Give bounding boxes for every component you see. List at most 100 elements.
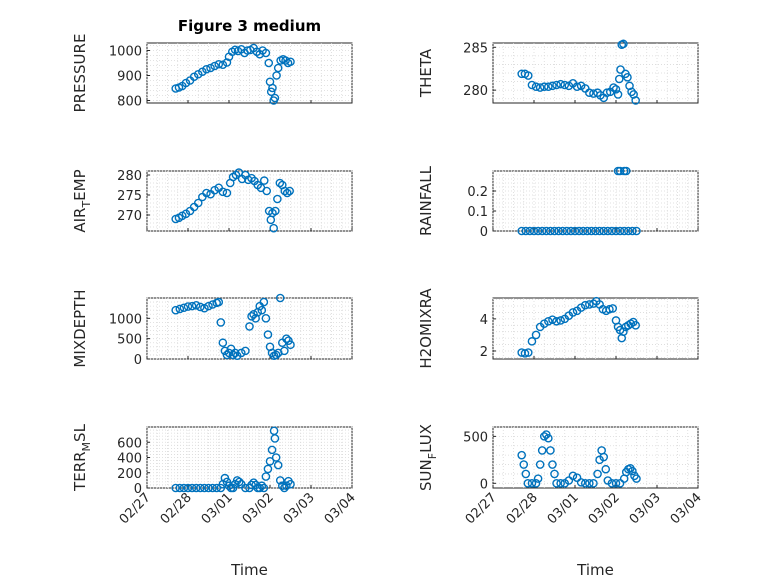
data-point: [591, 226, 600, 236]
data-point: [191, 483, 201, 493]
data-point: [587, 226, 596, 236]
data-point: [286, 479, 295, 489]
y-tick-label: 600: [117, 436, 142, 451]
data-point: [580, 300, 590, 310]
data-point: [556, 79, 565, 89]
data-point: [171, 305, 180, 315]
data-point: [523, 348, 533, 357]
data-point: [262, 186, 272, 196]
y-axis-label: RAINFALL: [417, 165, 435, 236]
data-point: [552, 479, 561, 488]
panel-h2omixra: 2 4 H2OMIXRA: [417, 288, 699, 369]
y-tick-label: 500: [463, 430, 488, 445]
x-tick-label: 02/28: [158, 490, 195, 527]
data-point: [222, 350, 232, 360]
data-point: [615, 226, 625, 236]
data-point: [517, 450, 527, 460]
data-point: [599, 226, 609, 236]
data-point: [234, 477, 244, 487]
x-tick-label: 03/04: [322, 490, 359, 527]
y-axis-label: H2OMIXRA: [417, 288, 435, 369]
data-point: [277, 481, 287, 491]
data-point: [560, 80, 570, 90]
data-point: [574, 226, 584, 236]
data-point: [568, 308, 578, 317]
data-point: [566, 226, 576, 236]
data-point: [263, 464, 273, 474]
data-point: [624, 226, 633, 236]
data-point: [268, 83, 277, 93]
data-point: [259, 297, 269, 307]
data-point: [280, 483, 289, 493]
data-point: [175, 304, 185, 314]
data-point: [544, 316, 553, 326]
y-tick-label: 0: [134, 482, 142, 497]
data-point: [284, 336, 293, 346]
data-point: [607, 226, 617, 236]
data-point: [187, 483, 197, 493]
data-point: [619, 39, 628, 49]
data-point: [583, 226, 592, 236]
data-point: [525, 226, 535, 236]
y-tick-label: 0.2: [467, 185, 488, 200]
data-point: [599, 452, 609, 462]
data-point: [537, 226, 547, 236]
data-point: [259, 483, 269, 493]
data-point: [257, 305, 267, 315]
data-point: [202, 188, 211, 198]
data-point: [212, 483, 221, 493]
data-point: [175, 483, 185, 493]
x-axis-label: Time: [230, 561, 268, 579]
data-point: [273, 194, 282, 204]
y-axis-label: THETA: [417, 48, 435, 98]
data-point: [595, 226, 604, 236]
x-tick-label: 03/03: [281, 490, 318, 527]
data-point: [603, 226, 613, 236]
data-point: [520, 349, 530, 358]
data-point: [544, 82, 553, 92]
data-point: [193, 198, 203, 208]
data-point: [558, 226, 568, 236]
data-point: [611, 479, 621, 488]
y-tick-label: 800: [117, 95, 142, 110]
data-point: [576, 478, 586, 487]
data-point: [614, 74, 624, 84]
y-tick-label: 270: [117, 209, 142, 224]
data-point: [249, 309, 258, 319]
y-tick-label: 500: [117, 333, 142, 348]
y-tick-label: 400: [117, 452, 142, 467]
data-point: [552, 80, 561, 90]
data-point: [275, 178, 285, 188]
data-point: [535, 460, 545, 469]
data-point: [517, 226, 527, 236]
data-point: [218, 60, 228, 70]
data-point: [224, 348, 234, 358]
data-point: [533, 474, 543, 483]
data-point: [275, 293, 285, 303]
data-point: [546, 226, 555, 236]
data-point: [546, 446, 555, 455]
data-point: [224, 481, 234, 491]
data-point: [623, 72, 632, 82]
data-point: [261, 472, 271, 481]
x-tick-label: 03/02: [586, 490, 623, 527]
data-point: [273, 460, 283, 470]
y-tick-label: 900: [117, 70, 142, 85]
data-point: [578, 226, 588, 236]
x-tick-label: 03/04: [668, 490, 705, 527]
data-point: [548, 315, 557, 324]
data-point: [628, 226, 637, 236]
data-point: [191, 301, 201, 310]
data-point: [275, 476, 285, 485]
data-point: [556, 479, 565, 488]
data-point: [286, 57, 295, 67]
data-point: [187, 301, 197, 311]
data-point: [619, 226, 629, 236]
data-point: [539, 432, 549, 441]
data-point: [627, 87, 636, 97]
data-point: [270, 93, 280, 103]
y-tick-label: 200: [117, 467, 142, 482]
data-point: [241, 346, 250, 356]
data-point: [282, 481, 291, 491]
